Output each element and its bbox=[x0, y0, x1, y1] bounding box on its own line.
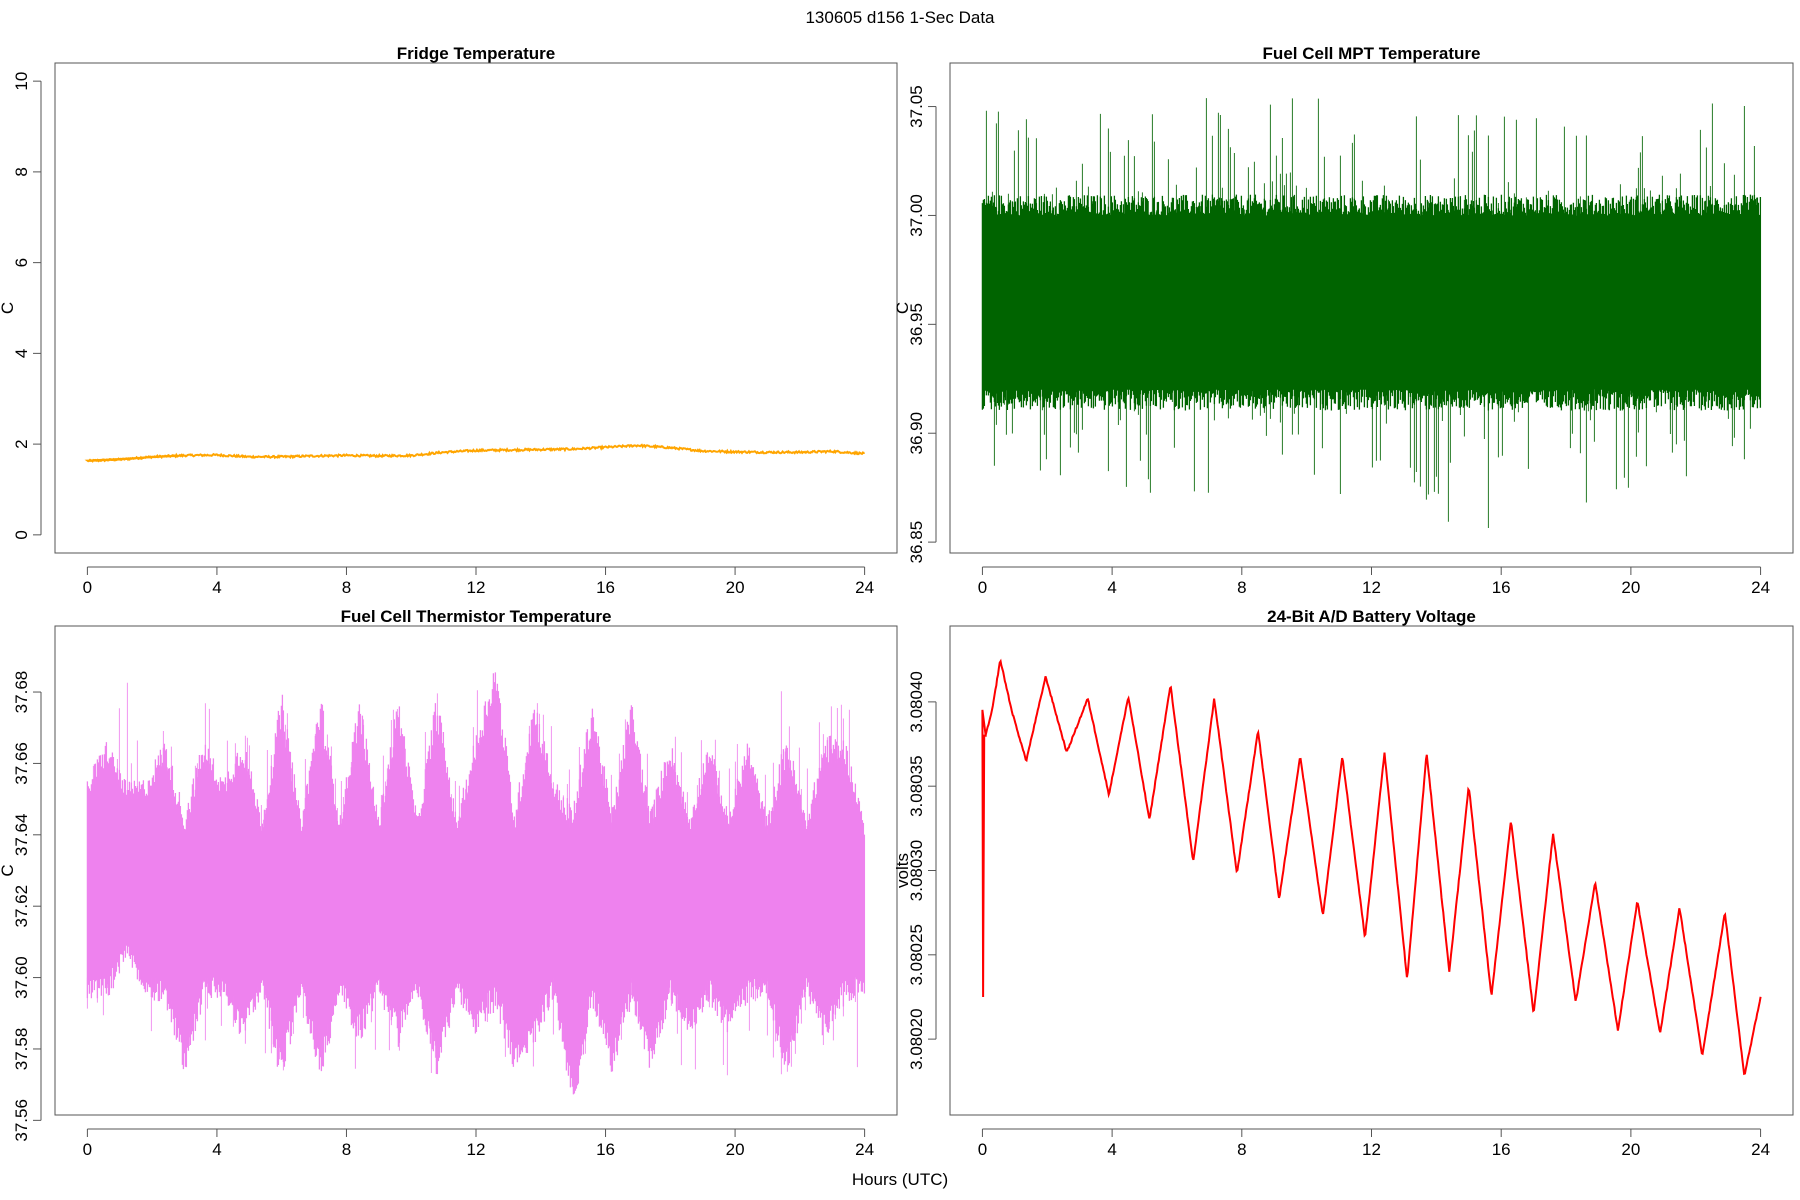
x-tick-label: 12 bbox=[467, 578, 486, 597]
plot-frame bbox=[54, 625, 898, 1116]
y-tick-label: 3.08020 bbox=[907, 1008, 926, 1069]
x-tick-label: 8 bbox=[342, 1140, 351, 1159]
x-tick-label: 12 bbox=[1362, 1140, 1381, 1159]
chart-battery: 24-Bit A/D Battery Voltage 0 4 8 12 16 20 24 3.0… bbox=[893, 607, 1794, 1159]
x-tick-label: 4 bbox=[1107, 1140, 1116, 1159]
y-tick-label: 4 bbox=[12, 349, 31, 358]
plot-frame bbox=[949, 625, 1794, 1116]
y-tick-label: 3.08030 bbox=[907, 840, 926, 901]
y-tick-label: 36.95 bbox=[907, 303, 926, 346]
chart-title: Fuel Cell Thermistor Temperature bbox=[341, 607, 612, 626]
y-tick-label: 37.60 bbox=[12, 956, 31, 999]
y-tick-label: 37.68 bbox=[12, 671, 31, 714]
x-tick-label: 4 bbox=[212, 1140, 221, 1159]
series-line bbox=[981, 658, 1762, 1076]
plot-frame bbox=[949, 62, 1794, 554]
x-tick-label: 8 bbox=[342, 578, 351, 597]
y-tick-label: 2 bbox=[12, 439, 31, 448]
y-tick-label: 37.56 bbox=[12, 1099, 31, 1142]
y-tick-label: 8 bbox=[12, 167, 31, 176]
chart-panels: Fridge Temperature048121620240246810CFue… bbox=[0, 44, 1794, 1159]
y-tick-label: 37.66 bbox=[12, 742, 31, 785]
series-spikes bbox=[86, 682, 862, 1089]
figure-xlabel: Hours (UTC) bbox=[852, 1170, 948, 1189]
figure-title: 130605 d156 1-Sec Data bbox=[805, 8, 995, 27]
x-tick-label: 4 bbox=[212, 578, 221, 597]
y-axis-label: C bbox=[0, 864, 17, 876]
x-tick-label: 0 bbox=[83, 1140, 92, 1159]
x-tick-label: 12 bbox=[1362, 578, 1381, 597]
y-tick-label: 3.08035 bbox=[907, 755, 926, 816]
x-tick-label: 16 bbox=[596, 1140, 615, 1159]
y-tick-label: 10 bbox=[12, 72, 31, 91]
x-tick-label: 12 bbox=[467, 1140, 486, 1159]
x-tick-label: 0 bbox=[978, 1140, 987, 1159]
chart-fridge: Fridge Temperature048121620240246810C bbox=[0, 44, 898, 597]
x-tick-label: 16 bbox=[596, 578, 615, 597]
x-tick-label: 20 bbox=[1621, 1140, 1640, 1159]
y-axis-label: volts bbox=[893, 853, 912, 888]
x-tick-label: 24 bbox=[855, 578, 874, 597]
x-tick-label: 16 bbox=[1492, 578, 1511, 597]
x-tick-label: 24 bbox=[1751, 1140, 1770, 1159]
series-line bbox=[84, 443, 865, 463]
series-band bbox=[86, 672, 866, 1095]
series-band bbox=[981, 194, 1762, 411]
y-tick-label: 36.85 bbox=[907, 521, 926, 564]
chart-thermistor: Fuel Cell Thermistor Temperature 0 4 8 12 16 2… bbox=[0, 607, 898, 1159]
y-axis-label: C bbox=[893, 302, 912, 314]
x-tick-label: 16 bbox=[1492, 1140, 1511, 1159]
series-spikes bbox=[985, 98, 1757, 528]
x-tick-label: 20 bbox=[1621, 578, 1640, 597]
chart-title: Fuel Cell MPT Temperature bbox=[1263, 44, 1481, 63]
x-tick-label: 0 bbox=[83, 578, 92, 597]
y-tick-label: 3.08040 bbox=[907, 671, 926, 732]
y-tick-label: 37.58 bbox=[12, 1028, 31, 1071]
y-tick-label: 0 bbox=[12, 530, 31, 539]
x-tick-label: 20 bbox=[726, 1140, 745, 1159]
y-tick-label: 37.64 bbox=[12, 814, 31, 857]
x-tick-label: 20 bbox=[726, 578, 745, 597]
y-tick-label: 37.00 bbox=[907, 194, 926, 237]
chart-title: Fridge Temperature bbox=[397, 44, 555, 63]
x-tick-label: 4 bbox=[1107, 578, 1116, 597]
y-axis-label: C bbox=[0, 302, 17, 314]
x-tick-label: 24 bbox=[855, 1140, 874, 1159]
chart-title: 24-Bit A/D Battery Voltage bbox=[1267, 607, 1476, 626]
y-tick-label: 6 bbox=[12, 258, 31, 267]
x-tick-label: 8 bbox=[1237, 1140, 1246, 1159]
y-tick-label: 36.90 bbox=[907, 412, 926, 455]
y-tick-label: 3.08025 bbox=[907, 924, 926, 985]
x-tick-label: 8 bbox=[1237, 578, 1246, 597]
x-tick-label: 0 bbox=[978, 578, 987, 597]
y-tick-label: 37.62 bbox=[12, 885, 31, 928]
plot-frame bbox=[54, 62, 898, 554]
x-tick-label: 24 bbox=[1751, 578, 1770, 597]
chart-mpt: Fuel Cell MPT Temperature 0 4 8 12 16 20 24 36.8… bbox=[893, 44, 1794, 597]
y-tick-label: 37.05 bbox=[907, 85, 926, 128]
